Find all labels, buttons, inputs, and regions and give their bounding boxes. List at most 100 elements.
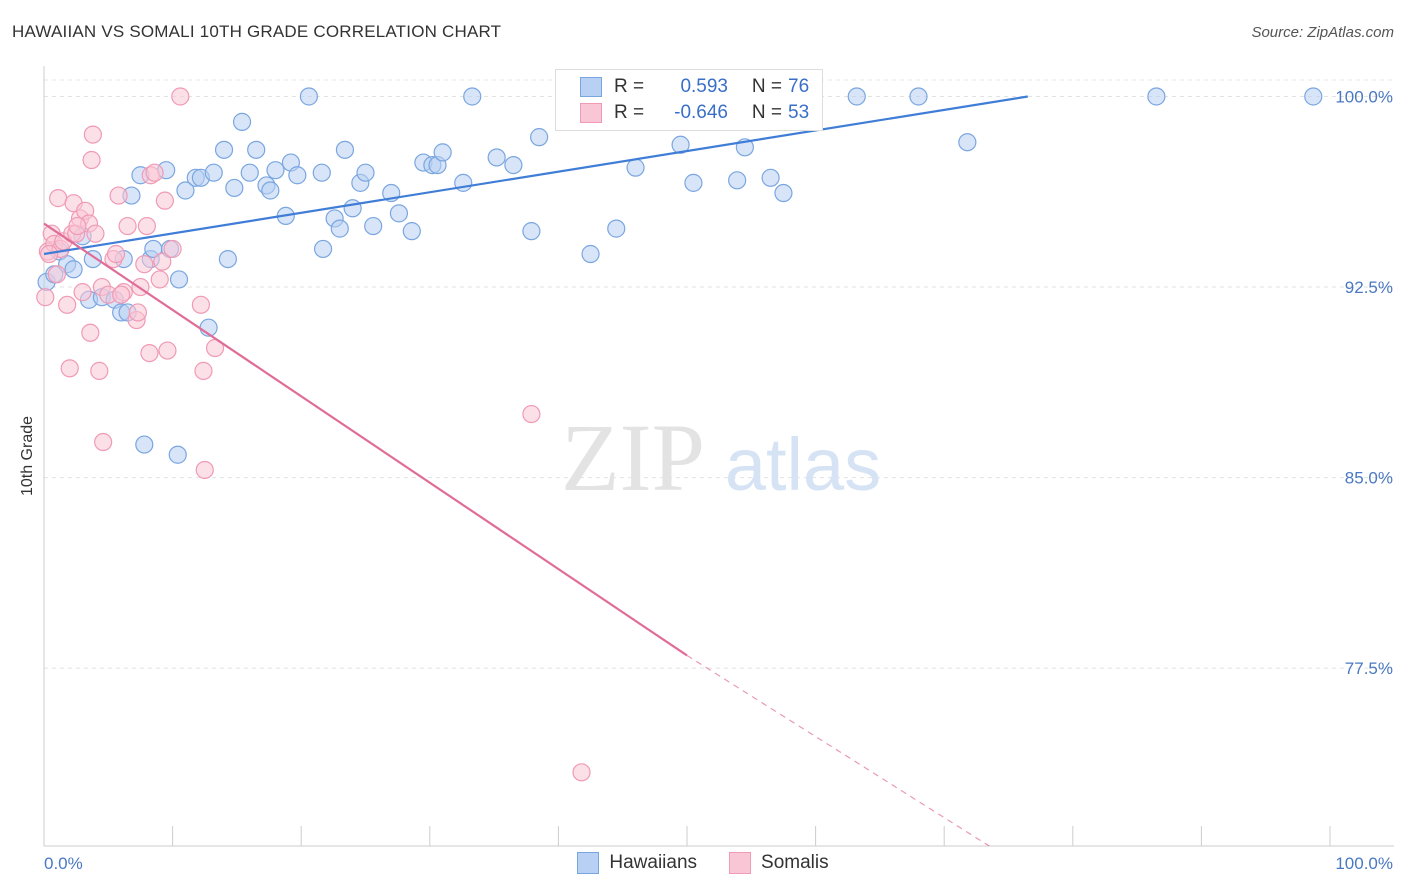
point-hawaiians	[487, 148, 506, 167]
point-hawaiians	[176, 181, 195, 200]
point-hawaiians	[83, 249, 102, 269]
point-hawaiians	[266, 161, 285, 180]
point-hawaiians	[218, 249, 237, 269]
point-somalis	[94, 432, 113, 452]
point-somalis	[155, 191, 174, 210]
legend-swatch-somalis	[580, 103, 602, 123]
x-tick-label: 0.0%	[44, 854, 83, 873]
y-tick-label: 92.5%	[1345, 278, 1393, 297]
point-somalis	[36, 288, 55, 307]
point-somalis	[158, 341, 177, 360]
point-hawaiians	[240, 163, 259, 182]
point-somalis	[137, 216, 156, 236]
y-tick-label: 85.0%	[1345, 469, 1393, 488]
point-somalis	[140, 344, 159, 363]
tick-labels: 100.0% 92.5% 85.0% 77.5% 0.0% 100.0%	[44, 87, 1393, 873]
point-hawaiians	[1304, 87, 1323, 106]
legend-label-somalis: Somalis	[761, 852, 829, 873]
point-hawaiians	[463, 87, 482, 106]
point-hawaiians	[847, 87, 866, 106]
point-hawaiians	[504, 155, 523, 175]
point-hawaiians	[774, 183, 793, 203]
data-points	[36, 87, 1323, 782]
point-hawaiians	[909, 87, 928, 106]
trend-line-hawaiians	[43, 95, 1028, 256]
r-value: 0.593	[680, 76, 728, 97]
point-somalis	[171, 87, 190, 106]
point-hawaiians	[335, 140, 355, 159]
chart-title: HAWAIIAN VS SOMALI 10TH GRADE CORRELATIO…	[12, 22, 502, 41]
point-somalis	[73, 283, 92, 302]
n-label: N =	[751, 102, 782, 123]
point-hawaiians	[626, 158, 645, 177]
point-hawaiians	[204, 163, 223, 182]
r-label: R =	[614, 76, 645, 97]
point-somalis	[47, 265, 66, 284]
point-hawaiians	[299, 87, 319, 106]
point-somalis	[86, 224, 105, 243]
legend-label-hawaiians: Hawaiians	[609, 852, 698, 873]
point-hawaiians	[288, 166, 307, 185]
y-tick-label: 100.0%	[1335, 87, 1393, 106]
point-somalis	[106, 244, 126, 264]
point-somalis	[194, 361, 213, 380]
point-hawaiians	[402, 222, 421, 241]
point-hawaiians	[389, 204, 409, 223]
point-hawaiians	[364, 216, 383, 236]
legend-row-somalis: R = -0.646 N = 53	[580, 101, 828, 125]
point-hawaiians	[581, 244, 600, 264]
legend-row-hawaiians: R = 0.593 N = 76	[580, 75, 828, 99]
point-somalis	[68, 216, 87, 236]
legend-swatch-somalis	[729, 852, 752, 874]
watermark-zip: ZIP	[561, 404, 705, 511]
point-hawaiians	[135, 435, 154, 454]
legend-item-somalis[interactable]: Somalis	[729, 852, 829, 874]
point-somalis	[135, 255, 154, 274]
point-somalis	[83, 125, 102, 144]
point-hawaiians	[313, 239, 333, 259]
point-hawaiians	[728, 171, 747, 190]
series-legend: Hawaiians Somalis	[0, 852, 1406, 874]
point-somalis	[153, 252, 172, 271]
trend-lines	[43, 95, 1028, 847]
watermark-atlas: atlas	[725, 423, 881, 506]
point-somalis	[150, 270, 169, 289]
point-hawaiians	[607, 219, 626, 238]
legend-swatch-hawaiians	[577, 852, 600, 874]
point-hawaiians	[433, 143, 452, 162]
r-value: -0.646	[674, 102, 728, 123]
point-hawaiians	[522, 222, 541, 241]
point-hawaiians	[671, 135, 690, 154]
point-hawaiians	[168, 445, 187, 464]
point-hawaiians	[247, 140, 266, 159]
axes	[43, 66, 1394, 847]
n-label: N =	[751, 76, 782, 97]
legend-item-hawaiians[interactable]: Hawaiians	[577, 852, 697, 874]
point-somalis	[112, 285, 131, 304]
point-somalis	[145, 163, 164, 182]
point-hawaiians	[1147, 87, 1166, 106]
point-hawaiians	[761, 168, 780, 187]
point-hawaiians	[356, 163, 375, 182]
point-hawaiians	[958, 133, 977, 152]
source-note: Source: ZipAtlas.com	[1251, 24, 1394, 41]
point-hawaiians	[225, 178, 244, 198]
point-somalis	[81, 323, 100, 342]
y-tick-label: 77.5%	[1345, 659, 1393, 678]
point-somalis	[195, 460, 214, 480]
point-hawaiians	[312, 163, 331, 182]
point-hawaiians	[214, 140, 234, 159]
point-hawaiians	[64, 260, 83, 279]
watermark: ZIP atlas	[561, 404, 881, 511]
point-hawaiians	[530, 128, 549, 147]
x-tick-label: 100.0%	[1335, 854, 1393, 873]
trend-line-extension-somalis	[686, 654, 990, 847]
point-hawaiians	[261, 181, 280, 200]
point-somalis	[58, 295, 77, 314]
point-somalis	[90, 361, 109, 380]
r-label: R =	[614, 102, 645, 123]
trend-line-somalis	[43, 222, 688, 657]
stats-legend: R = 0.593 N = 76 R = -0.646 N = 53	[555, 69, 823, 131]
point-somalis	[128, 303, 147, 322]
